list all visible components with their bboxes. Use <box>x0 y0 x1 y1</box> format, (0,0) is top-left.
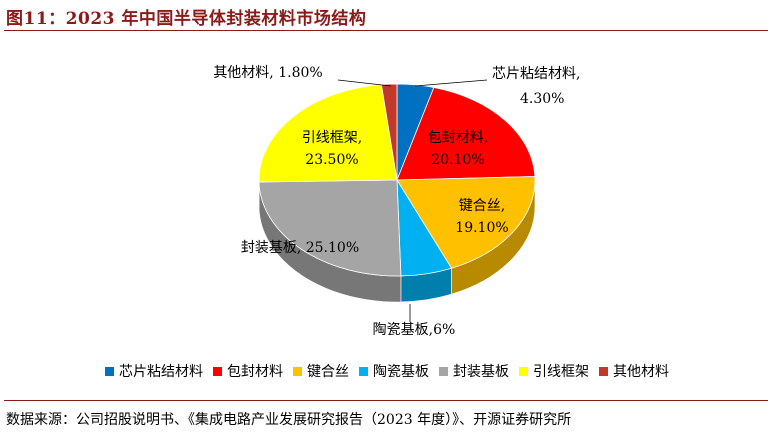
slice-value-label: 4.30% <box>520 91 564 107</box>
source-divider <box>4 400 768 401</box>
legend-swatch <box>439 367 448 376</box>
legend-swatch <box>519 367 528 376</box>
legend-swatch <box>105 367 114 376</box>
legend-item: 包封材料 <box>213 361 283 381</box>
slice-value-label: 20.10% <box>431 152 484 168</box>
slice-value-label: 19.10% <box>455 220 508 236</box>
pie-top <box>258 83 536 277</box>
legend: 芯片粘结材料 包封材料 键合丝 陶瓷基板 封装基板 引线框架 其他材料 <box>0 361 774 381</box>
legend-swatch <box>213 367 222 376</box>
legend-label: 芯片粘结材料 <box>119 364 203 380</box>
pie-slice <box>258 84 398 183</box>
legend-item: 引线框架 <box>519 361 589 381</box>
title-divider <box>4 30 768 31</box>
leader-line <box>414 79 488 87</box>
slice-name-label: 包封材料, <box>428 130 488 146</box>
pie-slice <box>396 176 536 269</box>
source-note: 数据来源：公司招股说明书、《集成电路产业发展研究报告（2023 年度）》、开源证… <box>6 412 572 428</box>
slice-name-label: 芯片粘结材料, <box>492 66 580 82</box>
legend-swatch <box>359 367 368 376</box>
legend-item: 芯片粘结材料 <box>105 361 203 381</box>
figure-title: 图11：2023 年中国半导体封装材料市场结构 <box>6 9 367 29</box>
legend-label: 封装基板 <box>453 364 509 380</box>
legend-label: 键合丝 <box>307 364 349 380</box>
legend-swatch <box>293 367 302 376</box>
slice-name-label: 引线框架, <box>302 130 362 146</box>
legend-item: 封装基板 <box>439 361 509 381</box>
slice-labels: 芯片粘结材料, 4.30% 包封材料, 20.10% 键合丝, 19.10% 陶瓷基板,6%… <box>213 65 580 338</box>
leader-line <box>337 79 392 87</box>
legend-label: 包封材料 <box>227 364 283 380</box>
slice-name-label: 键合丝, <box>459 198 505 214</box>
legend-label: 引线框架 <box>533 364 589 380</box>
legend-item: 其他材料 <box>599 361 669 381</box>
slice-label: 陶瓷基板,6% <box>373 321 456 338</box>
legend-swatch <box>599 367 608 376</box>
slice-value-label: 23.50% <box>305 152 358 168</box>
legend-label: 其他材料 <box>613 364 669 380</box>
legend-label: 陶瓷基板 <box>373 364 429 380</box>
slice-label: 其他材料, 1.80% <box>213 65 322 81</box>
legend-item: 键合丝 <box>293 361 349 381</box>
leader-lines <box>337 79 488 322</box>
pie-chart: 芯片粘结材料, 4.30% 包封材料, 20.10% 键合丝, 19.10% 陶瓷基板,6%… <box>213 65 580 338</box>
pie-slice <box>396 87 536 181</box>
pie-slice <box>258 179 402 277</box>
slice-label: 封装基板, 25.10% <box>241 239 359 256</box>
legend-item: 陶瓷基板 <box>359 361 429 381</box>
